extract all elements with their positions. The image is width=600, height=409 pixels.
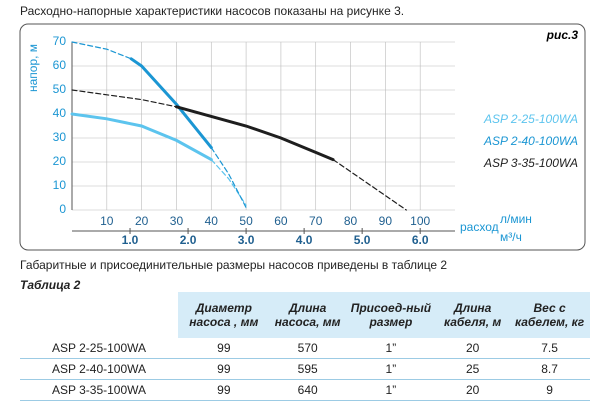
cell: 1” — [345, 358, 437, 380]
intro: Расходно-напорные характеристики насосов… — [20, 4, 405, 18]
y-tick-label: 60 — [53, 58, 67, 72]
x-tick-label: 40 — [205, 214, 219, 228]
column-header: Присоед-ный размер — [345, 292, 437, 338]
cell: 99 — [178, 338, 270, 359]
chart: рис.3 напор, м расход л/мин м³/ч 0 10 20 30… — [19, 23, 586, 251]
x-tick-label: 30 — [170, 214, 184, 228]
y-tick-label: 70 — [53, 34, 67, 48]
column-header: Вес с кабелем, кг — [509, 292, 590, 338]
x-label: расход — [460, 220, 499, 234]
y-tick-label: 0 — [59, 202, 66, 216]
x2-tick-label: 2.0 — [180, 233, 197, 247]
x-tick-label: 70 — [309, 214, 323, 228]
column-header: Длина насоса, мм — [269, 292, 346, 338]
curve — [175, 105, 335, 162]
figure-label: рис.3 — [546, 28, 579, 42]
caption: Габаритные и присоединительные размеры н… — [20, 258, 448, 272]
y-tick-label: 20 — [53, 154, 67, 168]
cell: 8.7 — [509, 358, 590, 380]
cell: ASP 2-25-100WA — [20, 338, 178, 359]
y-tick-label: 40 — [53, 106, 67, 120]
x-tick-label: 80 — [344, 214, 358, 228]
x2-tick-label: 4.0 — [296, 233, 313, 247]
column-header: Длина кабеля, м — [436, 292, 510, 338]
legend-entry: ASP 2-25-100WA — [483, 112, 578, 126]
x-tick-label: 20 — [135, 214, 149, 228]
column-header: Диаметр насоса , мм — [178, 292, 270, 338]
y-tick-label: 10 — [53, 178, 67, 192]
table: Диаметр насоса , мм Длина насоса, мм Присо… — [20, 292, 590, 401]
x-tick-label: 90 — [379, 214, 393, 228]
cell: ASP 3-35-100WA — [20, 379, 178, 401]
table-title: Таблица 2 — [20, 278, 81, 292]
curve — [70, 112, 213, 162]
cell: 20 — [436, 379, 510, 401]
curve-dashed — [71, 89, 407, 211]
x2-tick-label: 5.0 — [354, 233, 371, 247]
cell: 595 — [269, 358, 346, 380]
cell: 20 — [436, 338, 510, 359]
cell: 99 — [178, 358, 270, 380]
row: ASP 2-25-100WA 99 570 1” 20 7.5 — [20, 338, 590, 359]
cell: 7.5 — [509, 338, 590, 359]
x2-tick-label: 1.0 — [122, 233, 139, 247]
cell: 570 — [269, 338, 346, 359]
x-unit: л/мин — [500, 212, 532, 226]
cell: 1” — [345, 338, 437, 359]
x-tick-label: 50 — [239, 214, 253, 228]
y-tick-label: 30 — [53, 130, 67, 144]
legend-entry: ASP 3-35-100WA — [483, 156, 578, 170]
cell: 9 — [509, 379, 590, 401]
frame — [19, 23, 586, 251]
curve-dashed — [210, 159, 247, 206]
curve — [129, 57, 213, 150]
cell: 25 — [436, 358, 510, 380]
y-label: напор, м — [26, 44, 40, 92]
cell: 640 — [269, 379, 346, 401]
cell: ASP 2-40-100WA — [20, 358, 178, 380]
legend-entry: ASP 2-40-100WA — [483, 134, 578, 148]
x2-tick-label: 6.0 — [412, 233, 429, 247]
row: ASP 2-40-100WA 99 595 1” 25 8.7 — [20, 358, 590, 380]
x2-tick-label: 3.0 — [238, 233, 255, 247]
row: ASP 3-35-100WA 99 640 1” 20 9 — [20, 379, 590, 401]
x-tick-label: 100 — [410, 214, 430, 228]
curve-dashed — [71, 41, 247, 209]
x2-unit: м³/ч — [500, 230, 522, 244]
x-tick-label: 10 — [100, 214, 114, 228]
x-tick-label: 60 — [274, 214, 288, 228]
y-tick-label: 50 — [53, 82, 67, 96]
cell: 1” — [345, 379, 437, 401]
corner — [20, 292, 178, 338]
cell: 99 — [178, 379, 270, 401]
